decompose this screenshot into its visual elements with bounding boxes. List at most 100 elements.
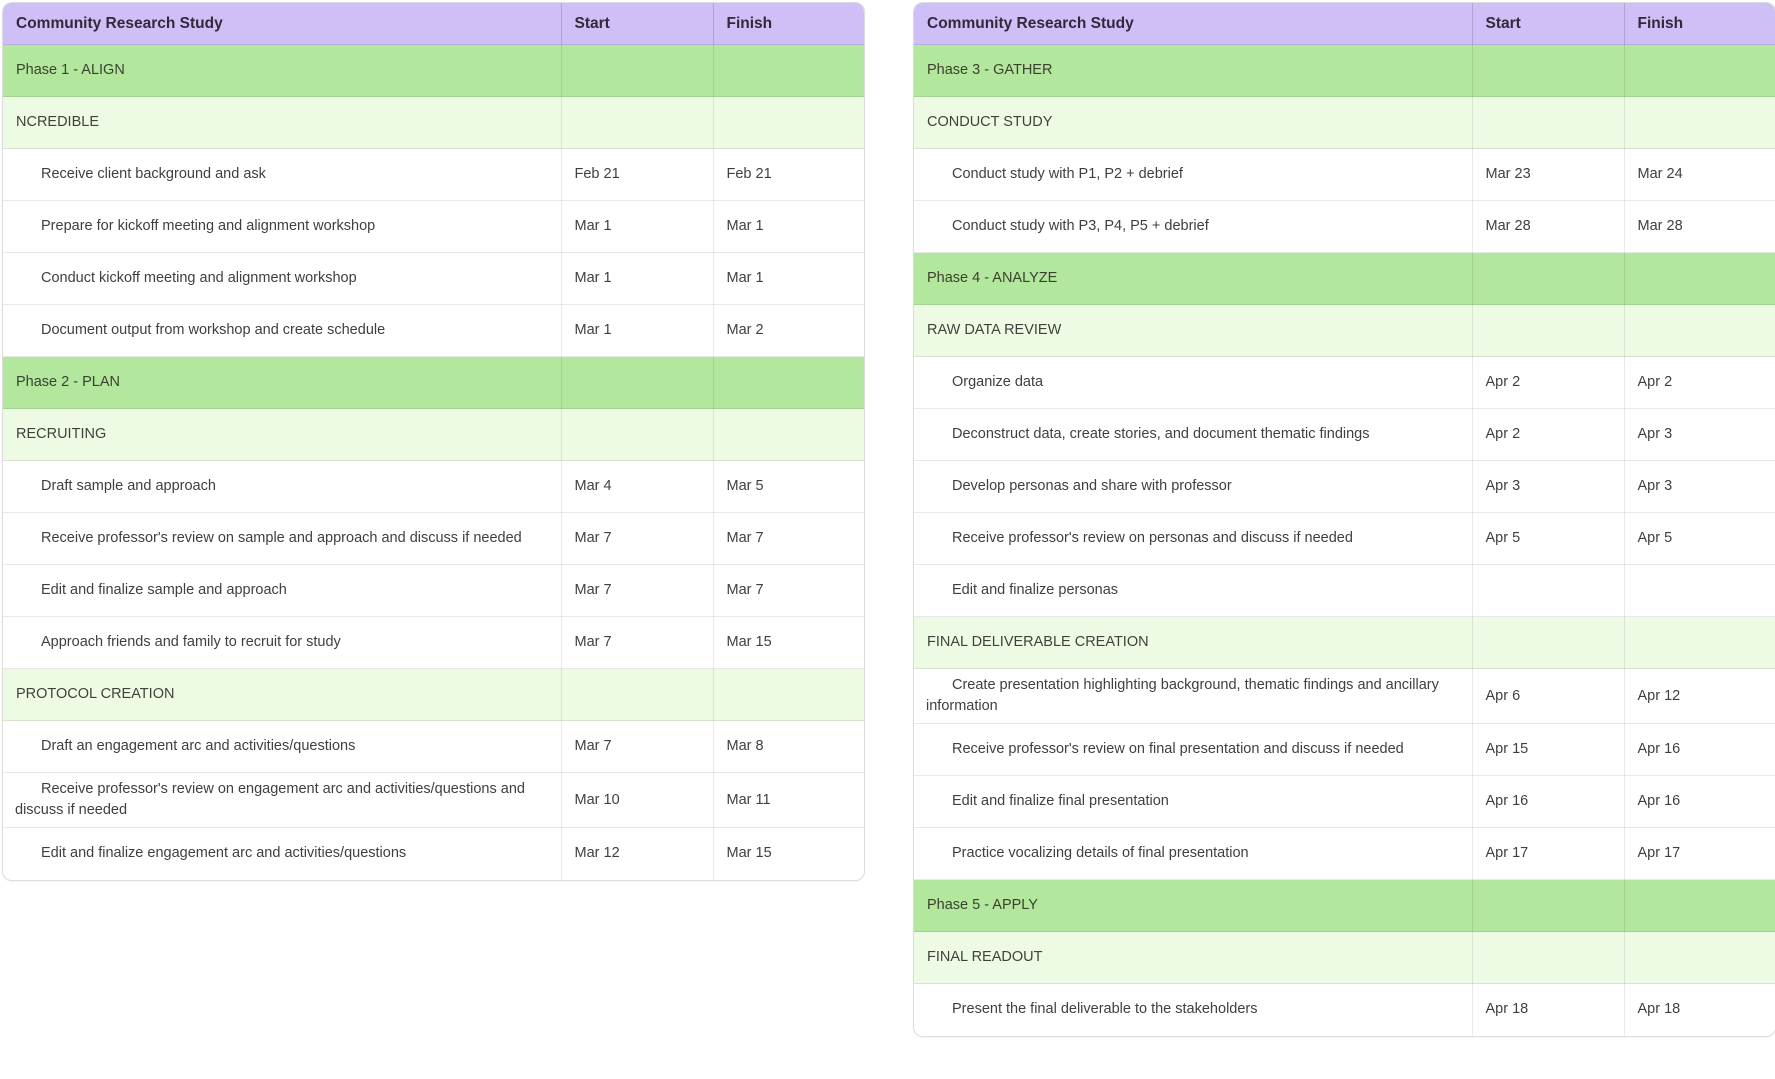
start-date-cell[interactable] bbox=[1472, 304, 1625, 357]
start-date-cell[interactable] bbox=[1472, 252, 1625, 305]
finish-date-cell[interactable]: Mar 1 bbox=[713, 252, 864, 305]
start-date-cell[interactable]: Mar 10 bbox=[561, 772, 714, 828]
start-date-cell[interactable]: Mar 7 bbox=[561, 720, 714, 773]
start-date-cell[interactable]: Mar 23 bbox=[1472, 148, 1625, 201]
task-name-cell[interactable]: Document output from workshop and create… bbox=[3, 304, 562, 357]
finish-date-cell[interactable]: Mar 24 bbox=[1624, 148, 1775, 201]
task-name-cell[interactable]: Edit and finalize sample and approach bbox=[3, 564, 562, 617]
finish-date-cell[interactable] bbox=[713, 44, 864, 97]
start-date-cell[interactable]: Apr 17 bbox=[1472, 827, 1625, 880]
start-date-cell[interactable] bbox=[1472, 931, 1625, 984]
start-date-cell[interactable] bbox=[1472, 879, 1625, 932]
task-name-cell[interactable]: Receive professor's review on final pres… bbox=[914, 723, 1473, 776]
task-name-cell[interactable]: Practice vocalizing details of final pre… bbox=[914, 827, 1473, 880]
task-name-cell[interactable]: Edit and finalize personas bbox=[914, 564, 1473, 617]
finish-date-cell[interactable]: Mar 1 bbox=[713, 200, 864, 253]
finish-date-cell[interactable] bbox=[1624, 304, 1775, 357]
task-name-cell[interactable]: Conduct kickoff meeting and alignment wo… bbox=[3, 252, 562, 305]
finish-date-cell[interactable]: Apr 18 bbox=[1624, 983, 1775, 1036]
task-name-cell[interactable]: RAW DATA REVIEW bbox=[914, 304, 1473, 357]
finish-date-cell[interactable]: Mar 28 bbox=[1624, 200, 1775, 253]
finish-date-cell[interactable]: Apr 17 bbox=[1624, 827, 1775, 880]
start-date-cell[interactable] bbox=[561, 96, 714, 149]
task-name-cell[interactable]: Approach friends and family to recruit f… bbox=[3, 616, 562, 669]
finish-date-cell[interactable]: Apr 3 bbox=[1624, 408, 1775, 461]
start-date-cell[interactable]: Apr 16 bbox=[1472, 775, 1625, 828]
start-date-cell[interactable]: Apr 2 bbox=[1472, 408, 1625, 461]
finish-date-cell[interactable] bbox=[713, 408, 864, 461]
start-date-cell[interactable]: Mar 1 bbox=[561, 304, 714, 357]
start-date-cell[interactable]: Mar 12 bbox=[561, 827, 714, 880]
finish-date-cell[interactable] bbox=[713, 668, 864, 721]
finish-date-cell[interactable]: Apr 3 bbox=[1624, 460, 1775, 513]
start-date-cell[interactable]: Feb 21 bbox=[561, 148, 714, 201]
start-date-cell[interactable]: Mar 7 bbox=[561, 512, 714, 565]
task-name-cell[interactable]: Create presentation highlighting backgro… bbox=[914, 668, 1473, 724]
task-name-cell[interactable]: Receive client background and ask bbox=[3, 148, 562, 201]
finish-date-cell[interactable]: Apr 16 bbox=[1624, 775, 1775, 828]
start-date-cell[interactable] bbox=[1472, 616, 1625, 669]
start-date-cell[interactable]: Apr 2 bbox=[1472, 356, 1625, 409]
task-name-cell[interactable]: Edit and finalize engagement arc and act… bbox=[3, 827, 562, 880]
task-name-cell[interactable]: Receive professor's review on sample and… bbox=[3, 512, 562, 565]
task-name-cell[interactable]: Phase 5 - APPLY bbox=[914, 879, 1473, 932]
start-date-cell[interactable]: Apr 18 bbox=[1472, 983, 1625, 1036]
finish-date-cell[interactable]: Mar 15 bbox=[713, 616, 864, 669]
task-name-cell[interactable]: Organize data bbox=[914, 356, 1473, 409]
task-name-cell[interactable]: Present the final deliverable to the sta… bbox=[914, 983, 1473, 1036]
finish-date-cell[interactable] bbox=[1624, 879, 1775, 932]
start-date-cell[interactable] bbox=[561, 356, 714, 409]
task-name-cell[interactable]: Phase 2 - PLAN bbox=[3, 356, 562, 409]
task-name-cell[interactable]: CONDUCT STUDY bbox=[914, 96, 1473, 149]
task-name-cell[interactable]: Deconstruct data, create stories, and do… bbox=[914, 408, 1473, 461]
finish-date-cell[interactable]: Mar 2 bbox=[713, 304, 864, 357]
finish-date-cell[interactable] bbox=[1624, 931, 1775, 984]
task-name-cell[interactable]: Conduct study with P3, P4, P5 + debrief bbox=[914, 200, 1473, 253]
task-name-cell[interactable]: FINAL READOUT bbox=[914, 931, 1473, 984]
finish-date-cell[interactable] bbox=[1624, 96, 1775, 149]
task-name-cell[interactable]: Receive professor's review on personas a… bbox=[914, 512, 1473, 565]
finish-date-cell[interactable]: Mar 8 bbox=[713, 720, 864, 773]
task-name-cell[interactable]: Develop personas and share with professo… bbox=[914, 460, 1473, 513]
start-date-cell[interactable]: Mar 7 bbox=[561, 564, 714, 617]
finish-date-cell[interactable]: Apr 2 bbox=[1624, 356, 1775, 409]
task-name-cell[interactable]: Phase 4 - ANALYZE bbox=[914, 252, 1473, 305]
task-name-cell[interactable]: Phase 1 - ALIGN bbox=[3, 44, 562, 97]
task-name-cell[interactable]: FINAL DELIVERABLE CREATION bbox=[914, 616, 1473, 669]
start-date-cell[interactable]: Apr 6 bbox=[1472, 668, 1625, 724]
finish-date-cell[interactable] bbox=[713, 96, 864, 149]
finish-date-cell[interactable]: Apr 16 bbox=[1624, 723, 1775, 776]
task-name-cell[interactable]: PROTOCOL CREATION bbox=[3, 668, 562, 721]
start-date-cell[interactable]: Mar 7 bbox=[561, 616, 714, 669]
finish-date-cell[interactable]: Mar 5 bbox=[713, 460, 864, 513]
finish-date-cell[interactable]: Mar 11 bbox=[713, 772, 864, 828]
finish-date-cell[interactable]: Feb 21 bbox=[713, 148, 864, 201]
task-name-cell[interactable]: Prepare for kickoff meeting and alignmen… bbox=[3, 200, 562, 253]
start-date-cell[interactable] bbox=[561, 44, 714, 97]
finish-date-cell[interactable] bbox=[713, 356, 864, 409]
start-date-cell[interactable]: Mar 1 bbox=[561, 200, 714, 253]
start-date-cell[interactable]: Mar 4 bbox=[561, 460, 714, 513]
task-name-cell[interactable]: Conduct study with P1, P2 + debrief bbox=[914, 148, 1473, 201]
finish-date-cell[interactable]: Mar 7 bbox=[713, 564, 864, 617]
finish-date-cell[interactable] bbox=[1624, 44, 1775, 97]
task-name-cell[interactable]: Edit and finalize final presentation bbox=[914, 775, 1473, 828]
start-date-cell[interactable]: Apr 15 bbox=[1472, 723, 1625, 776]
finish-date-cell[interactable]: Apr 12 bbox=[1624, 668, 1775, 724]
start-date-cell[interactable] bbox=[1472, 564, 1625, 617]
finish-date-cell[interactable]: Apr 5 bbox=[1624, 512, 1775, 565]
finish-date-cell[interactable] bbox=[1624, 564, 1775, 617]
task-name-cell[interactable]: Draft sample and approach bbox=[3, 460, 562, 513]
start-date-cell[interactable]: Apr 5 bbox=[1472, 512, 1625, 565]
finish-date-cell[interactable]: Mar 15 bbox=[713, 827, 864, 880]
start-date-cell[interactable]: Apr 3 bbox=[1472, 460, 1625, 513]
start-date-cell[interactable] bbox=[1472, 96, 1625, 149]
start-date-cell[interactable] bbox=[1472, 44, 1625, 97]
task-name-cell[interactable]: NCREDIBLE bbox=[3, 96, 562, 149]
finish-date-cell[interactable]: Mar 7 bbox=[713, 512, 864, 565]
start-date-cell[interactable]: Mar 1 bbox=[561, 252, 714, 305]
task-name-cell[interactable]: Phase 3 - GATHER bbox=[914, 44, 1473, 97]
task-name-cell[interactable]: RECRUITING bbox=[3, 408, 562, 461]
finish-date-cell[interactable] bbox=[1624, 252, 1775, 305]
task-name-cell[interactable]: Draft an engagement arc and activities/q… bbox=[3, 720, 562, 773]
